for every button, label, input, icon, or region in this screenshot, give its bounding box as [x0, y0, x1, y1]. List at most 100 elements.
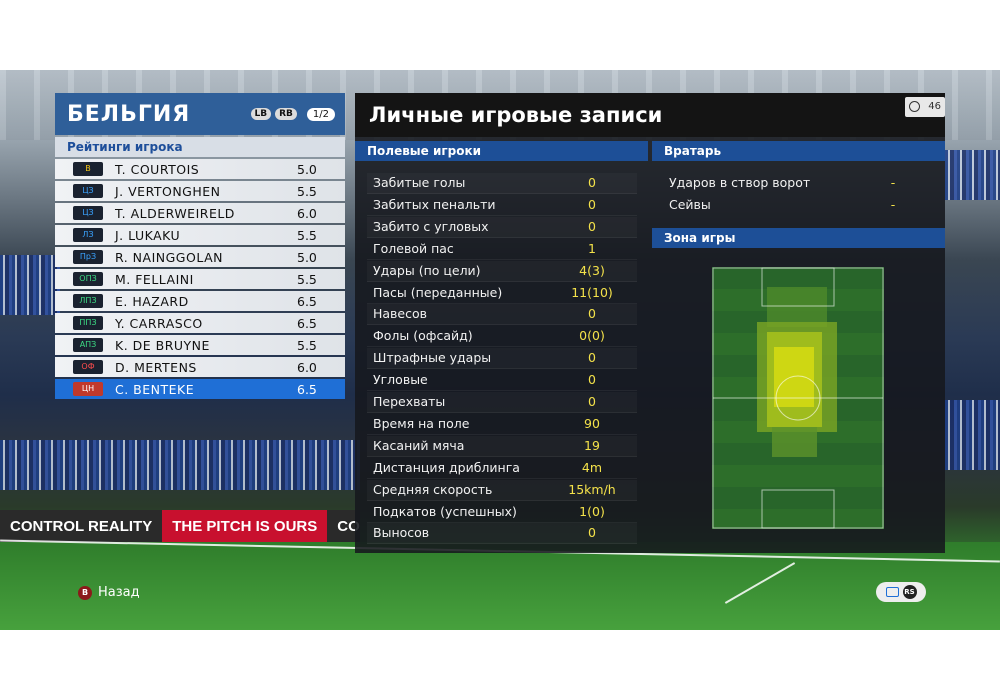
back-label: Назад [98, 585, 140, 600]
stat-value: 0 [588, 372, 596, 388]
stat-value: 19 [584, 437, 600, 453]
gk-stat-label: Ударов в створ ворот [669, 175, 811, 190]
player-row[interactable]: ОФ D. MERTENS 6.0 [55, 357, 345, 377]
stat-label: Штрафные удары [373, 350, 492, 366]
stat-label: Навесов [373, 306, 428, 322]
stat-label: Забитые голы [373, 175, 466, 190]
stat-row: Забитые голы 0 [367, 173, 637, 194]
stat-value: 11(10) [571, 284, 613, 300]
player-rating: 6.5 [297, 381, 317, 397]
stat-row: Касаний мяча 19 [367, 436, 637, 457]
back-control[interactable]: B Назад [78, 585, 140, 600]
clock-icon [909, 101, 920, 112]
timer-value: 46 [928, 101, 941, 112]
field-players-header: Полевые игроки [355, 141, 648, 161]
play-zone-header: Зона игры [652, 228, 945, 248]
stat-row: Дистанция дриблинга 4m [367, 458, 637, 479]
stat-row: Пасы (переданные) 11(10) [367, 283, 637, 304]
player-rating: 5.5 [297, 271, 317, 287]
pitch [0, 539, 1000, 630]
player-name: M. FELLAINI [115, 271, 194, 287]
stat-value: 0 [588, 175, 596, 190]
player-rating: 6.5 [297, 293, 317, 309]
player-row[interactable]: АПЗ K. DE BRUYNE 5.5 [55, 335, 345, 355]
stat-row: Время на поле 90 [367, 414, 637, 435]
position-badge: В [73, 162, 103, 176]
position-badge: ППЗ [73, 316, 103, 330]
rb-button[interactable]: RB [275, 108, 297, 120]
player-name: D. MERTENS [115, 359, 197, 375]
stat-row: Удары (по цели) 4(3) [367, 261, 637, 282]
stat-row: Голевой пас 1 [367, 239, 637, 260]
player-name: Y. CARRASCO [115, 315, 203, 331]
stat-value: 0(0) [579, 328, 605, 344]
stat-row: Забито с угловых 0 [367, 217, 637, 238]
stat-label: Забито с угловых [373, 218, 489, 234]
position-badge: ЛПЗ [73, 294, 103, 308]
player-rating: 6.5 [297, 315, 317, 331]
player-name: E. HAZARD [115, 293, 189, 309]
team-panel: БЕЛЬГИЯ LB RB 1/2 Рейтинги игрока В T. CO… [55, 93, 345, 399]
chat-icon [885, 587, 899, 597]
stat-label: Перехваты [373, 394, 446, 409]
team-switch-controls: LB RB 1/2 [250, 107, 335, 121]
player-rating: 5.0 [297, 249, 317, 265]
crowd-bottom-left [0, 440, 360, 490]
page-indicator: 1/2 [306, 107, 335, 121]
stat-value: 1(0) [579, 503, 605, 519]
play-zone-heatmap [712, 267, 884, 529]
crowd-right [945, 400, 1000, 470]
stat-value: 0 [588, 196, 596, 212]
player-row[interactable]: ОПЗ M. FELLAINI 5.5 [55, 269, 345, 289]
gk-stat-value: - [890, 197, 896, 212]
pitch-line [724, 562, 796, 604]
records-title: Личные игровые записи [355, 93, 945, 137]
records-panel: Личные игровые записи 46 Полевые игроки … [355, 93, 945, 553]
crowd-left [0, 255, 60, 315]
stat-value: 90 [584, 415, 600, 431]
player-row[interactable]: ЛЗ J. LUKAKU 5.5 [55, 225, 345, 245]
stat-value: 0 [588, 525, 596, 541]
stat-row: Выносов 0 [367, 523, 637, 545]
stat-row: Средняя скорость 15km/h [367, 480, 637, 501]
player-row[interactable]: ЦЗ J. VERTONGHEN 5.5 [55, 181, 345, 201]
stat-value: 0 [588, 306, 596, 322]
stat-value: 0 [588, 218, 596, 234]
b-button-icon: B [78, 585, 92, 600]
stat-value: 1 [588, 240, 596, 256]
player-list: В T. COURTOIS 5.0 ЦЗ J. VERTONGHEN 5.5 ЦЗ T. AL… [55, 159, 345, 399]
player-row[interactable]: ЦН C. BENTEKE 6.5 [55, 379, 345, 399]
stat-label: Забитых пенальти [373, 196, 496, 212]
team-header: БЕЛЬГИЯ LB RB 1/2 [55, 93, 345, 135]
player-row[interactable]: ППЗ Y. CARRASCO 6.5 [55, 313, 345, 333]
player-name: C. BENTEKE [115, 381, 195, 397]
crowd-right-top [945, 150, 1000, 200]
stat-value: 0 [588, 394, 596, 409]
lb-button[interactable]: LB [250, 108, 272, 120]
position-badge: АПЗ [73, 338, 103, 352]
player-name: T. COURTOIS [115, 161, 200, 177]
stat-row: Штрафные удары 0 [367, 348, 637, 370]
stat-label: Подкатов (успешных) [373, 503, 517, 519]
stat-label: Выносов [373, 525, 430, 541]
gk-stat-value: - [890, 175, 896, 190]
position-badge: ЛЗ [73, 228, 103, 242]
stat-label: Дистанция дриблинга [373, 459, 520, 475]
player-rating: 5.5 [297, 337, 317, 353]
player-rating: 5.0 [297, 161, 317, 177]
player-row[interactable]: ЦЗ T. ALDERWEIRELD 6.0 [55, 203, 345, 223]
player-row[interactable]: ЛПЗ E. HAZARD 6.5 [55, 291, 345, 311]
stat-value: 4(3) [579, 262, 605, 278]
player-row[interactable]: ПрЗ R. NAINGGOLAN 5.0 [55, 247, 345, 267]
ratings-header: Рейтинги игрока [55, 137, 345, 157]
goalkeeper-header: Вратарь [652, 141, 945, 161]
position-badge: ОПЗ [73, 272, 103, 286]
player-row[interactable]: В T. COURTOIS 5.0 [55, 159, 345, 179]
player-name: T. ALDERWEIRELD [115, 205, 235, 221]
chat-control[interactable]: RS [876, 582, 926, 602]
stat-value: 0 [588, 350, 596, 366]
stat-row: Угловые 0 [367, 370, 637, 392]
rs-button-icon: RS [902, 585, 917, 599]
player-rating: 5.5 [297, 227, 317, 243]
